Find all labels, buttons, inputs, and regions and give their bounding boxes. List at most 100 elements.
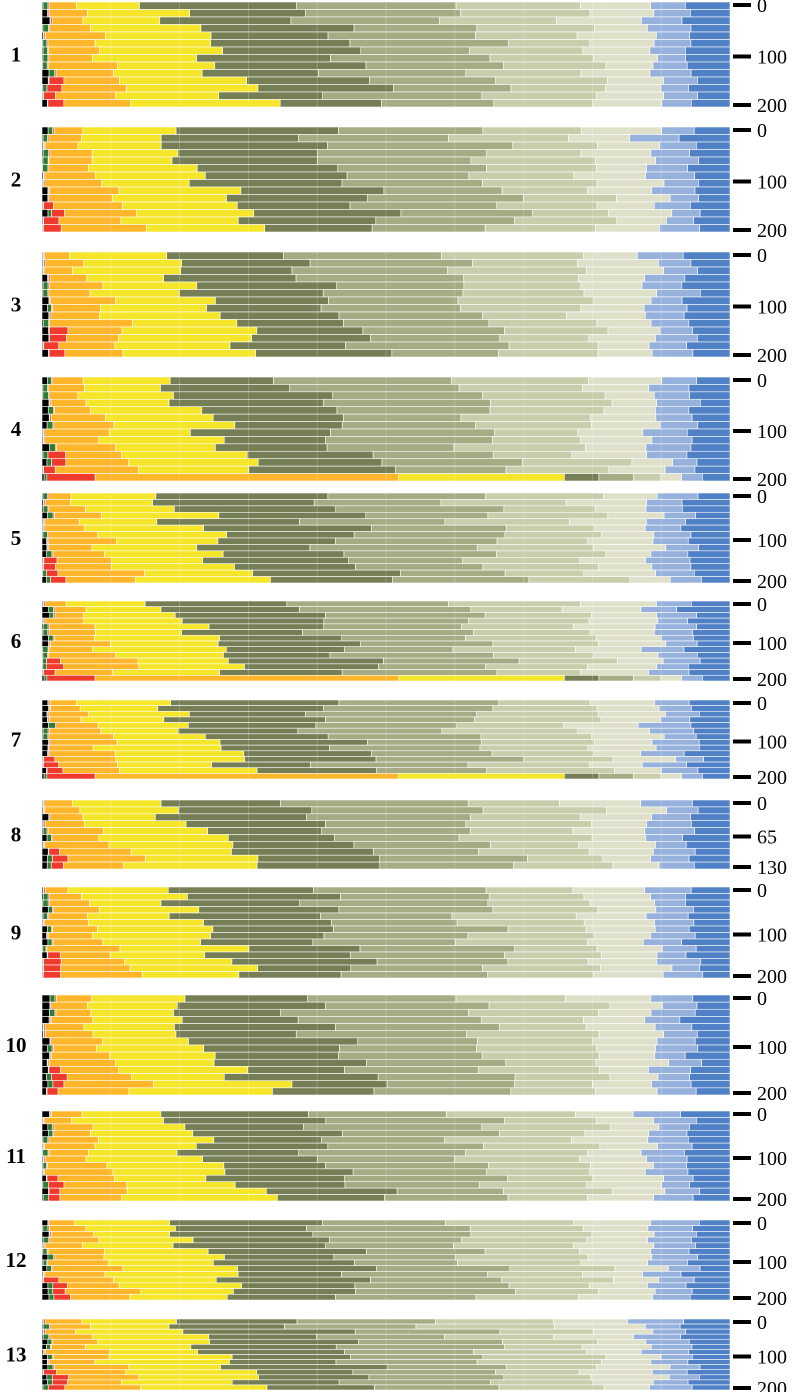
bar-segment [648, 384, 690, 393]
bar-segment [83, 617, 183, 625]
bar-segment [686, 1155, 731, 1163]
bar-segment [585, 443, 647, 452]
bar-segment [580, 281, 643, 290]
bar-segment [327, 1142, 484, 1150]
bar-segment [59, 1187, 128, 1195]
bar-segment [41, 69, 50, 78]
bar-segment [63, 663, 140, 670]
bar-segment [480, 733, 593, 740]
bar-segment [109, 951, 205, 959]
bar-segment [299, 606, 472, 613]
bar-segment [42, 84, 48, 93]
bar-segment [666, 216, 694, 225]
bar-segment [248, 945, 361, 953]
bar-segment [515, 1288, 599, 1295]
bar-segment [486, 1168, 591, 1176]
bar-segment [116, 739, 221, 746]
bar-segment [48, 76, 65, 85]
bar-segment [47, 376, 52, 385]
bar-segment [47, 1259, 109, 1267]
bar-segment [686, 304, 731, 313]
bar-segment [564, 773, 600, 780]
bar-segment [484, 224, 596, 233]
bar-segment [192, 1129, 343, 1138]
bar-segment [192, 1236, 330, 1244]
bar-segment [173, 391, 334, 400]
bar-segment [253, 209, 402, 218]
bar-segment [92, 1333, 209, 1340]
bar-segment [597, 141, 660, 150]
bar-segment [581, 126, 662, 135]
bar-segment [650, 1219, 700, 1227]
bar-segment [41, 413, 50, 422]
bar-segment [44, 1242, 83, 1249]
bar-segment [487, 511, 609, 520]
bar-segment [222, 46, 362, 55]
y-tick-mark [733, 602, 751, 606]
bar-row [41, 1369, 731, 1376]
bar-segment [47, 126, 53, 135]
bar-segment [67, 886, 169, 894]
bar-segment [94, 1359, 230, 1365]
bar-row [41, 413, 731, 422]
bar-segment [181, 259, 311, 268]
bar-segment [47, 1379, 53, 1386]
bar-segment [694, 569, 731, 577]
bar-segment [609, 1001, 663, 1010]
bar-segment [482, 126, 582, 135]
bar-segment [608, 209, 673, 218]
bar-segment [42, 156, 49, 165]
bar-segment [257, 458, 383, 467]
bar-segment [128, 458, 259, 467]
bar-segment [41, 932, 47, 940]
bar-segment [203, 524, 372, 532]
bar-segment [302, 629, 474, 636]
bar-segment [41, 1073, 47, 1082]
bar-segment [125, 1369, 258, 1376]
bar-segment [54, 669, 113, 676]
bar-segment [504, 1344, 583, 1350]
bar-segment [226, 531, 355, 539]
bar-segment [100, 304, 207, 313]
bar-segment [453, 1242, 574, 1249]
bar-segment [499, 1023, 587, 1032]
bar-segment [644, 886, 692, 894]
bar-segment [42, 733, 49, 740]
bar-segment [579, 1155, 647, 1163]
bar-segment [514, 1080, 593, 1089]
bar-segment [640, 606, 677, 613]
bar-segment [690, 813, 731, 821]
bar-segment [75, 1328, 184, 1335]
bar-segment [59, 1194, 123, 1202]
bar-segment [112, 194, 227, 203]
bar-segment [42, 281, 49, 290]
bar-segment [91, 54, 197, 63]
bar-segment [94, 473, 400, 482]
bar-segment [492, 436, 581, 445]
bar-segment [461, 1236, 588, 1244]
bar-segment [329, 744, 481, 752]
bar-segment [49, 326, 69, 335]
bar-segment [41, 1016, 50, 1024]
bar-segment [697, 266, 731, 275]
bar-segment [299, 899, 489, 907]
bar-segment [121, 1379, 233, 1386]
bar-segment [70, 499, 153, 507]
bar-segment [49, 391, 79, 400]
bar-segment [153, 1080, 293, 1089]
bar-segment [48, 646, 93, 653]
bar-segment [564, 674, 600, 682]
bar-segment [48, 722, 56, 729]
bar-segment [43, 201, 54, 210]
bar-segment [596, 1338, 647, 1345]
bar-segment [117, 761, 212, 769]
bar-segment [88, 1149, 178, 1157]
bar-segment [317, 149, 487, 158]
bar-segment [586, 266, 664, 275]
bar-row [41, 1293, 731, 1301]
y-tick-label: 200 [757, 966, 787, 988]
bar-segment [489, 841, 580, 849]
bar-segment [591, 820, 647, 828]
bar-segment [338, 126, 484, 135]
